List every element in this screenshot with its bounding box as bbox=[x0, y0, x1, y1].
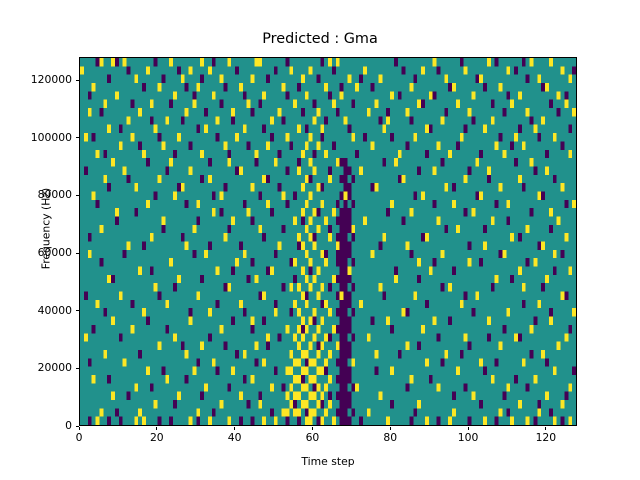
x-axis-tick-label: 120 bbox=[535, 431, 557, 444]
y-axis-tick-label: 100000 bbox=[30, 130, 72, 144]
y-axis-tick-mark bbox=[75, 79, 79, 81]
x-axis-label: Time step bbox=[301, 455, 355, 468]
x-axis-tick-label: 20 bbox=[149, 431, 164, 444]
x-axis-tick-mark bbox=[467, 426, 469, 430]
x-axis-tick-mark bbox=[311, 426, 314, 430]
y-axis-tick-label: 120000 bbox=[30, 73, 72, 87]
x-axis-tick-mark bbox=[156, 426, 158, 430]
y-axis-tick-mark bbox=[75, 310, 79, 312]
y-axis-tick-label: 60000 bbox=[37, 246, 72, 260]
x-axis-tick-mark bbox=[78, 426, 80, 430]
x-axis-tick-mark bbox=[234, 426, 236, 430]
y-axis-tick-label: 0 bbox=[65, 419, 72, 432]
x-axis-tick-label: 0 bbox=[75, 431, 83, 444]
y-axis-tick-mark bbox=[75, 252, 79, 254]
page-title: Predicted : Gma bbox=[262, 31, 378, 47]
y-axis-tick-label: 40000 bbox=[37, 303, 72, 317]
x-axis-tick-label: 40 bbox=[227, 431, 242, 444]
x-axis-tick-mark bbox=[389, 426, 391, 430]
y-axis-tick-mark bbox=[75, 425, 79, 427]
heatmap-image bbox=[80, 58, 576, 425]
heatmap-axes[interactable] bbox=[79, 57, 577, 426]
y-axis-tick-label: 20000 bbox=[37, 361, 72, 375]
x-axis-tick-label: 60 bbox=[305, 431, 320, 444]
x-axis-tick-mark bbox=[545, 426, 547, 430]
y-axis-tick-mark bbox=[75, 137, 79, 139]
x-axis-tick-label: 100 bbox=[457, 431, 479, 444]
y-axis-tick-label: 80000 bbox=[37, 188, 72, 202]
y-axis-label: Frequency (Hz) bbox=[39, 187, 53, 270]
y-axis-tick-mark bbox=[75, 194, 79, 196]
x-axis-tick-label: 80 bbox=[383, 431, 398, 444]
y-axis-tick-mark bbox=[75, 367, 79, 369]
